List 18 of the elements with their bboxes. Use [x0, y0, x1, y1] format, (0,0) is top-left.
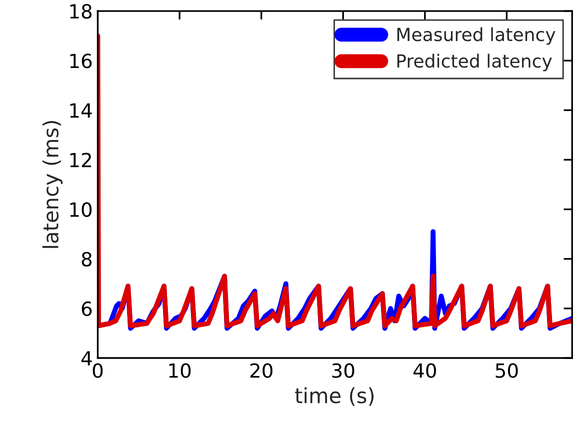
y-tick-label: 8 [82, 252, 92, 267]
y-axis-title: latency (ms) [42, 121, 63, 248]
legend-label: Measured latency [397, 27, 556, 45]
x-tick-label: 0 [92, 363, 103, 378]
y-tick-label: 16 [70, 54, 92, 68]
y-tick-label: 4 [81, 351, 92, 366]
y-tick-label: 12 [70, 152, 91, 168]
x-axis-title: time (s) [295, 387, 374, 406]
x-tick-label: 40 [413, 363, 436, 378]
x-tick-label: 20 [250, 363, 272, 378]
y-tick-label: 6 [82, 301, 92, 316]
x-tick-label: 10 [169, 363, 191, 378]
legend-label: Predicted latency [397, 54, 552, 72]
y-tick-label: 14 [70, 103, 92, 118]
y-tick-label: 18 [70, 4, 92, 19]
x-tick-label: 50 [496, 363, 518, 378]
y-tick-label: 10 [70, 202, 92, 217]
x-tick-label: 30 [332, 363, 354, 378]
